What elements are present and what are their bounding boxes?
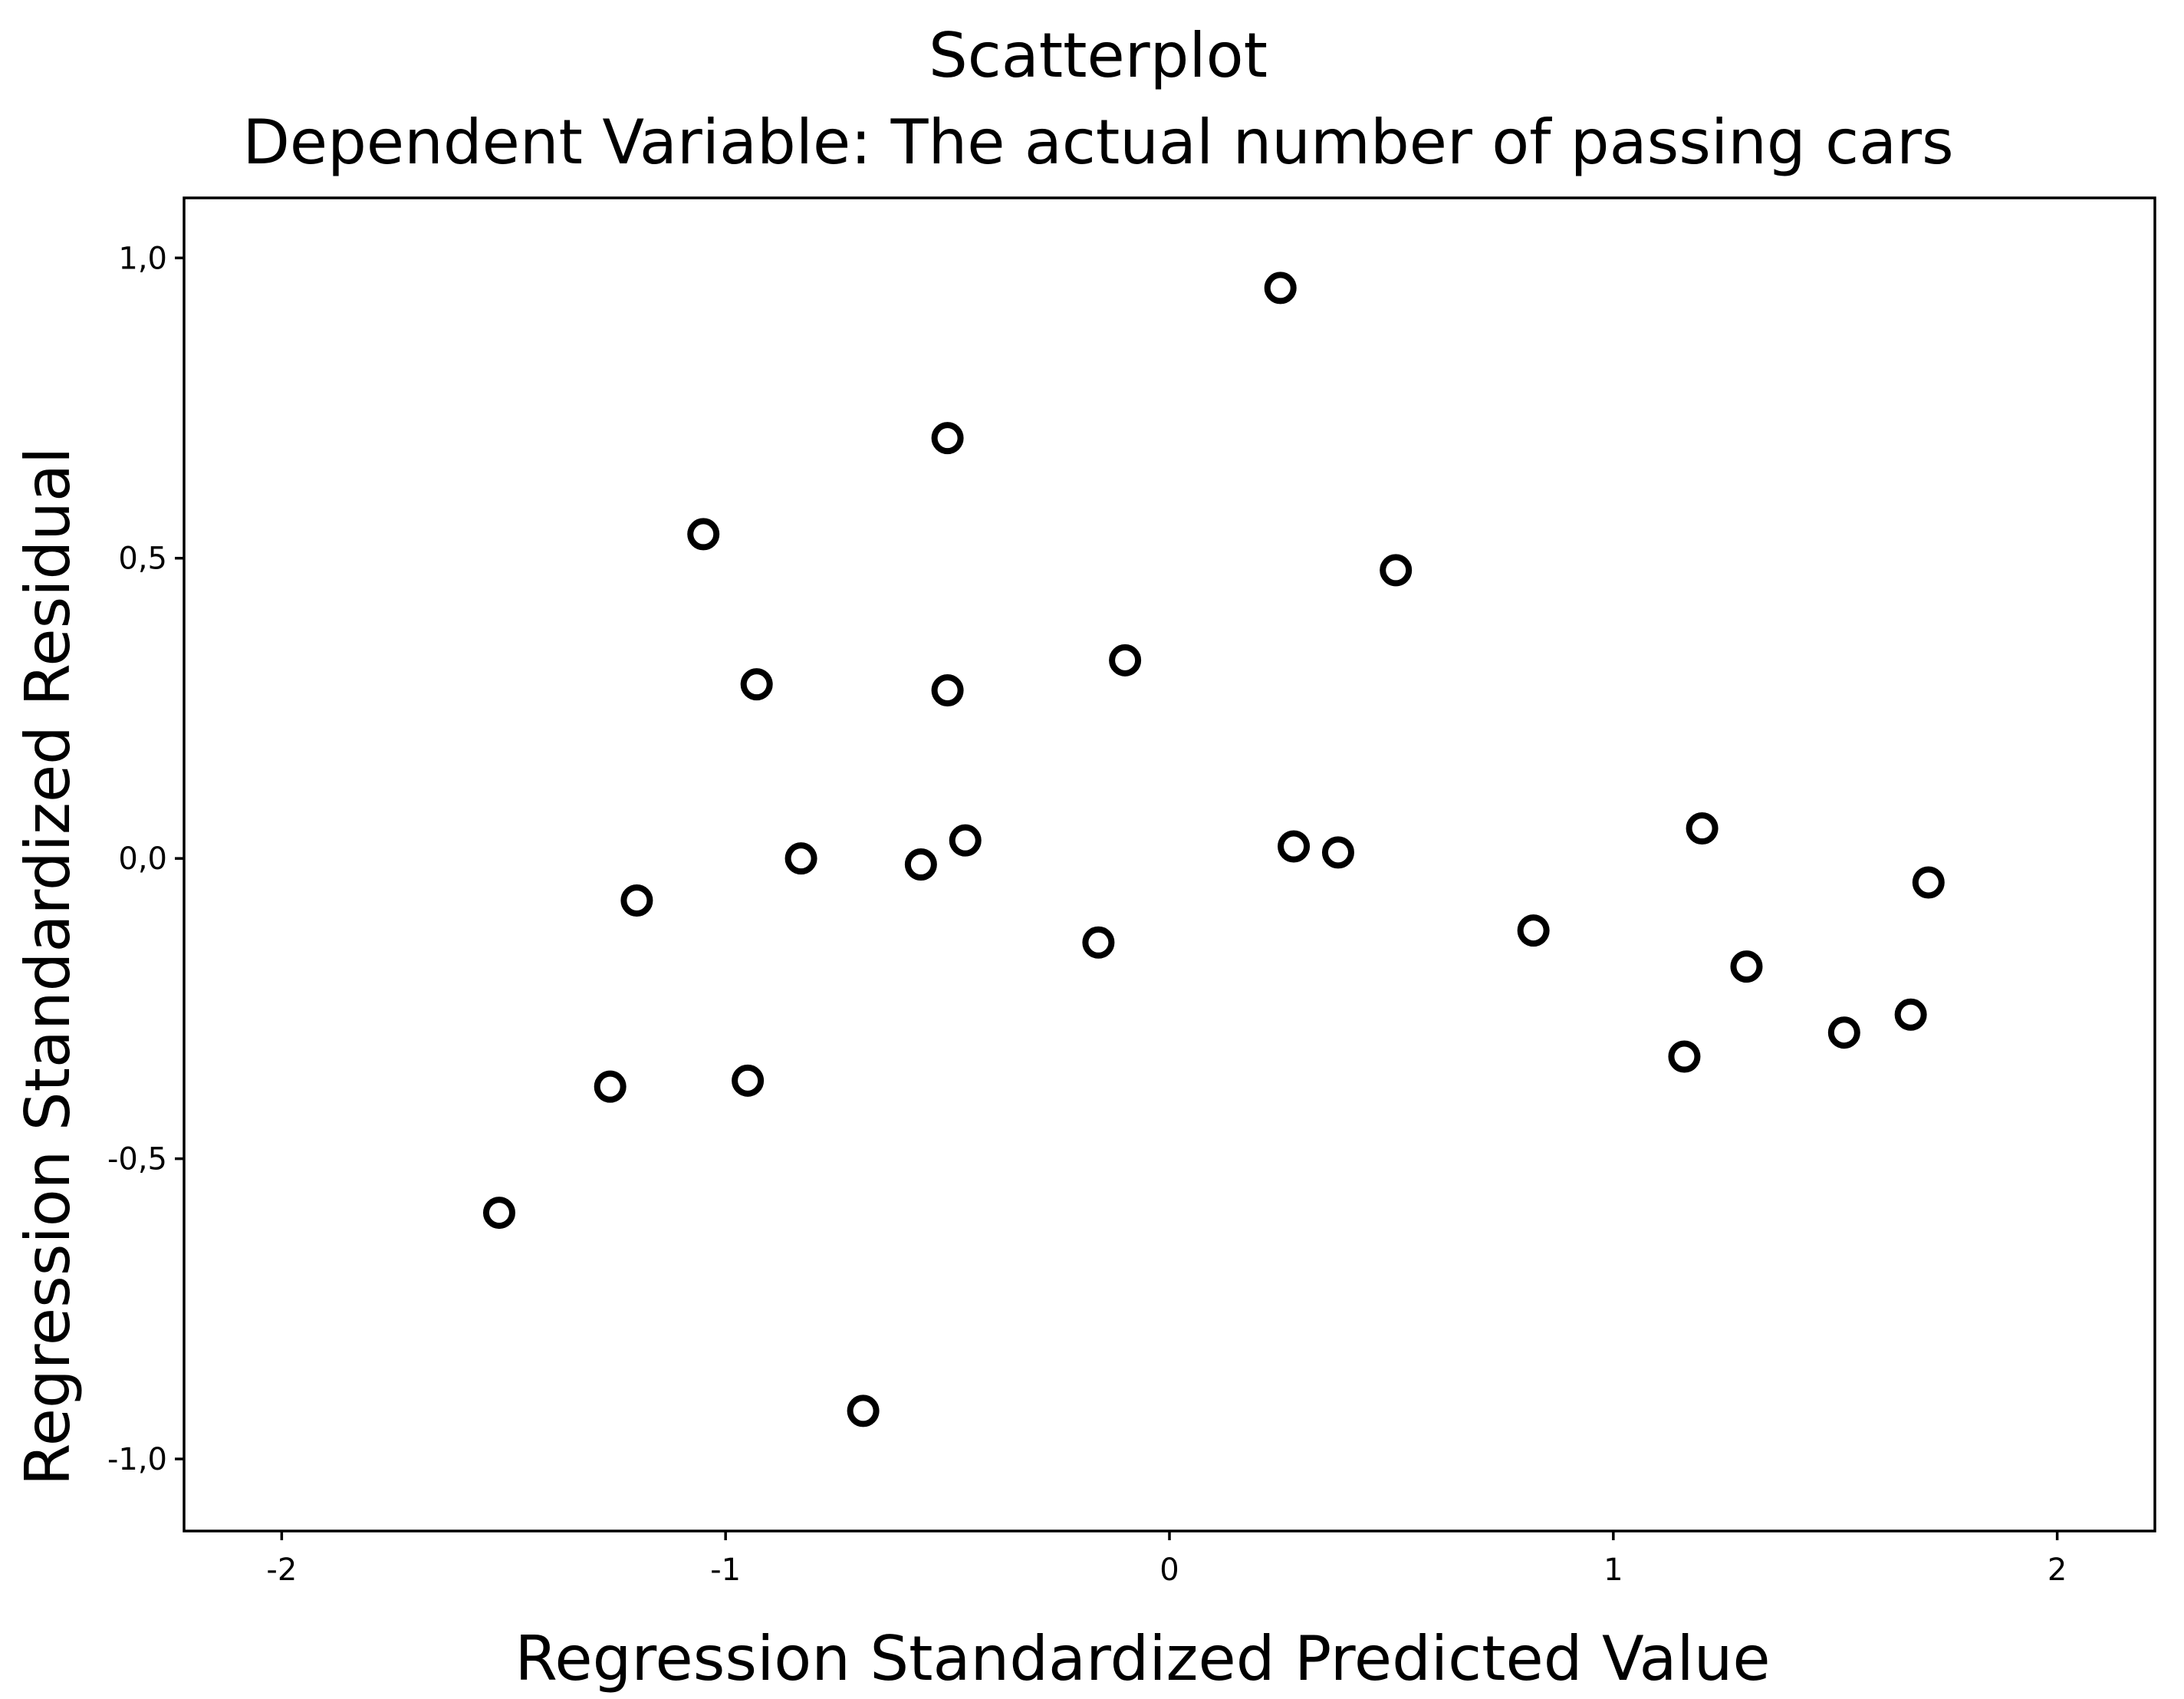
data-point — [847, 1394, 880, 1427]
x-tick-label: 2 — [2048, 1552, 2067, 1588]
data-point — [732, 1064, 765, 1097]
data-point — [931, 422, 964, 455]
data-point — [1109, 644, 1142, 677]
data-point — [1278, 830, 1311, 863]
data-point — [1668, 1040, 1701, 1073]
x-axis: -2 -1 0 1 2 — [266, 1531, 2067, 1588]
data-point — [1894, 998, 1927, 1031]
data-point — [931, 673, 964, 706]
data-point — [784, 842, 817, 875]
chart-subtitle: Dependent Variable: The actual number of… — [242, 107, 1953, 178]
y-tick-label: 0,5 — [118, 542, 167, 577]
x-tick-label: -1 — [710, 1552, 741, 1588]
data-point — [620, 884, 653, 917]
data-point — [1264, 272, 1297, 305]
x-tick-label: 0 — [1159, 1552, 1179, 1588]
data-point — [949, 824, 982, 857]
data-point — [1082, 926, 1115, 959]
data-point — [904, 848, 937, 881]
data-point — [1912, 866, 1945, 899]
data-point — [1321, 836, 1354, 869]
plot-frame — [183, 196, 2156, 1533]
y-axis: 1,0 0,5 0,0 -0,5 -1,0 — [107, 241, 184, 1477]
y-axis-label: Regression Standardized Residual — [12, 447, 84, 1486]
x-tick-label: -2 — [266, 1552, 297, 1588]
data-point — [594, 1070, 627, 1103]
data-point — [1827, 1016, 1860, 1049]
y-tick-label: -0,5 — [107, 1142, 167, 1177]
chart-title: Scatterplot — [929, 20, 1268, 91]
y-tick-label: -1,0 — [107, 1442, 167, 1477]
data-point — [1730, 950, 1763, 983]
y-tick-label: 0,0 — [118, 841, 167, 877]
y-tick-label: 1,0 — [118, 241, 167, 276]
data-point — [1517, 914, 1550, 947]
x-tick-label: 1 — [1603, 1552, 1623, 1588]
data-point — [740, 668, 773, 701]
data-point — [482, 1197, 515, 1230]
x-axis-label: Regression Standardized Predicted Value — [515, 1623, 1770, 1694]
data-point — [687, 518, 720, 551]
data-points — [482, 272, 1945, 1427]
data-point — [1686, 812, 1719, 845]
data-point — [1380, 554, 1413, 587]
